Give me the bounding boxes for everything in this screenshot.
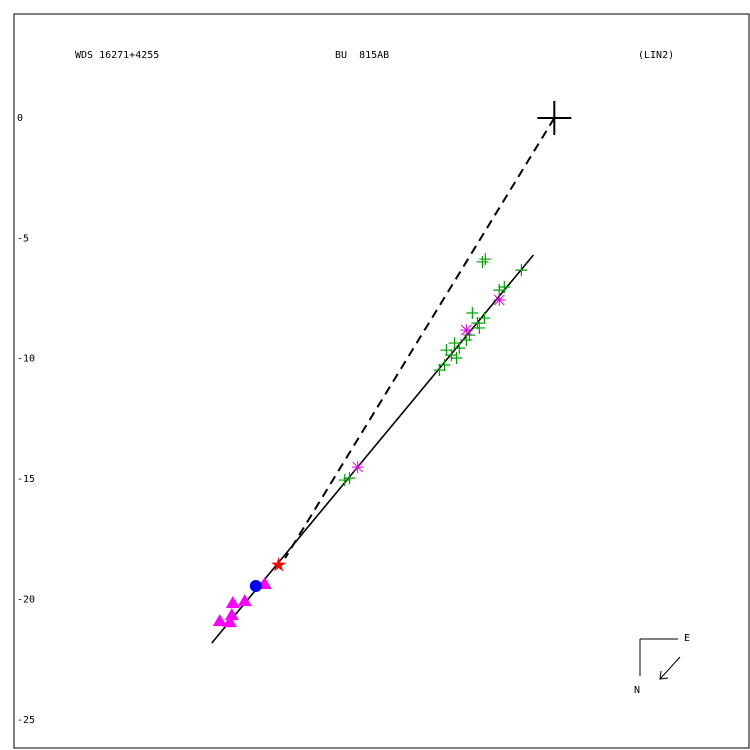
node-line [284,117,556,559]
compass: E N [634,633,690,696]
triangle-marker [224,608,239,621]
chart-note: (LIN2) [638,50,674,61]
triangle-marker [222,615,237,628]
plus-marker [479,253,492,266]
plus-marker [343,472,356,485]
plus-marker [448,337,461,350]
plus-marker [433,364,446,377]
triangle-marker [237,594,252,607]
y-tick-label: -10 [17,354,35,365]
plus-marker [473,321,486,334]
triangle-marker [225,596,240,609]
plus-marker [515,264,528,277]
plus-marker [453,342,466,355]
plus-marker [338,474,351,487]
asterisk-marker [493,293,506,306]
circle-marker [249,579,262,592]
y-tick-label: -15 [17,474,35,485]
plus-marker [471,317,484,330]
plus-marker [450,352,463,365]
chart-subtitle: BU 815AB [335,50,389,61]
plus-marker [445,349,458,362]
plus-marker [438,358,451,371]
y-tick-label: -20 [17,594,35,605]
compass-arrow [659,656,681,680]
plus-marker [476,255,489,268]
plus-marker [498,280,511,293]
plus-marker [466,306,479,319]
y-tick-label: 0 [17,113,23,124]
triangle-marker [212,614,227,627]
plus-marker [478,312,491,325]
primary-marker [537,100,572,135]
plus-marker [440,344,453,357]
asterisk-marker [460,324,473,337]
compass-arrowhead [659,670,669,680]
compass-east: E [684,633,690,644]
asterisk-marker [351,461,364,474]
plot-frame [13,13,750,749]
star-marker [271,557,287,572]
y-tick-label: -5 [17,233,29,244]
chart-title: WDS 16271+4255 [75,50,159,61]
plus-marker [463,329,476,342]
compass-north: N [634,685,640,696]
y-tick-label: -25 [17,715,35,726]
